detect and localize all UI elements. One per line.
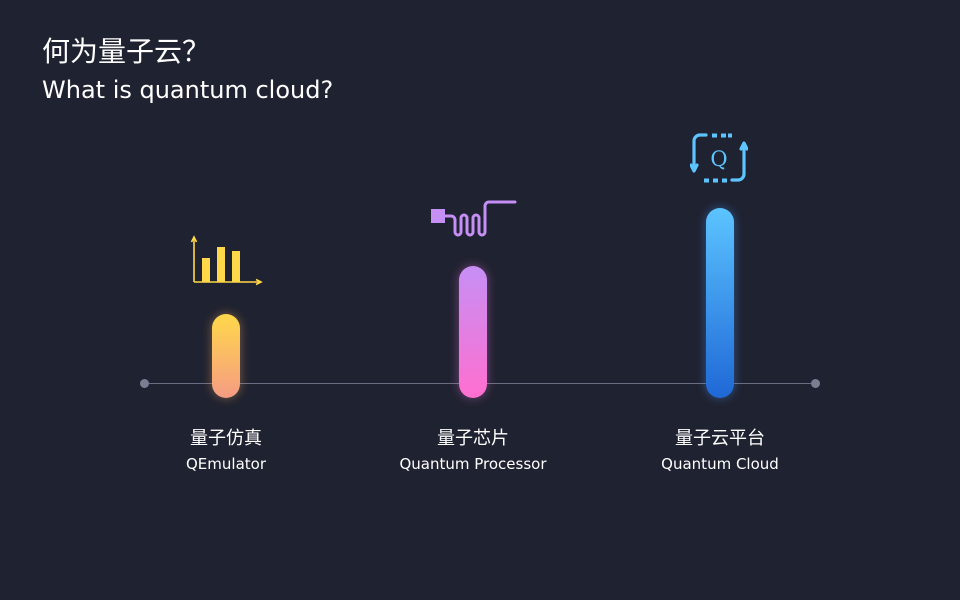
quantum-chip-icon bbox=[431, 200, 517, 237]
quantum-processor-bar bbox=[459, 266, 487, 398]
quantum-cloud-title-zh: 量子云平台 bbox=[675, 428, 765, 449]
quantum-cloud-icon: Q bbox=[690, 133, 748, 183]
quantum-cloud-icon-letter: Q bbox=[710, 147, 727, 171]
quantum-cloud-label: 量子云平台 Quantum Cloud bbox=[620, 427, 820, 475]
quantum-cloud-title-en: Quantum Cloud bbox=[661, 455, 779, 473]
qemulator-bar bbox=[212, 314, 240, 398]
qemulator-label: 量子仿真 QEmulator bbox=[126, 427, 326, 475]
page-title-english: What is quantum cloud? bbox=[42, 76, 334, 104]
quantum-processor-title-zh: 量子芯片 bbox=[437, 428, 509, 449]
quantum-processor-label: 量子芯片 Quantum Processor bbox=[373, 427, 573, 475]
timeline-end-dot bbox=[811, 379, 820, 388]
quantum-cloud-bar bbox=[706, 208, 734, 398]
qemulator-title-zh: 量子仿真 bbox=[190, 428, 262, 449]
quantum-processor-title-en: Quantum Processor bbox=[399, 455, 547, 473]
timeline-start-dot bbox=[140, 379, 149, 388]
qemulator-title-en: QEmulator bbox=[186, 455, 266, 473]
bar-chart-icon bbox=[190, 235, 263, 286]
page-title-chinese: 何为量子云？ bbox=[42, 35, 211, 68]
